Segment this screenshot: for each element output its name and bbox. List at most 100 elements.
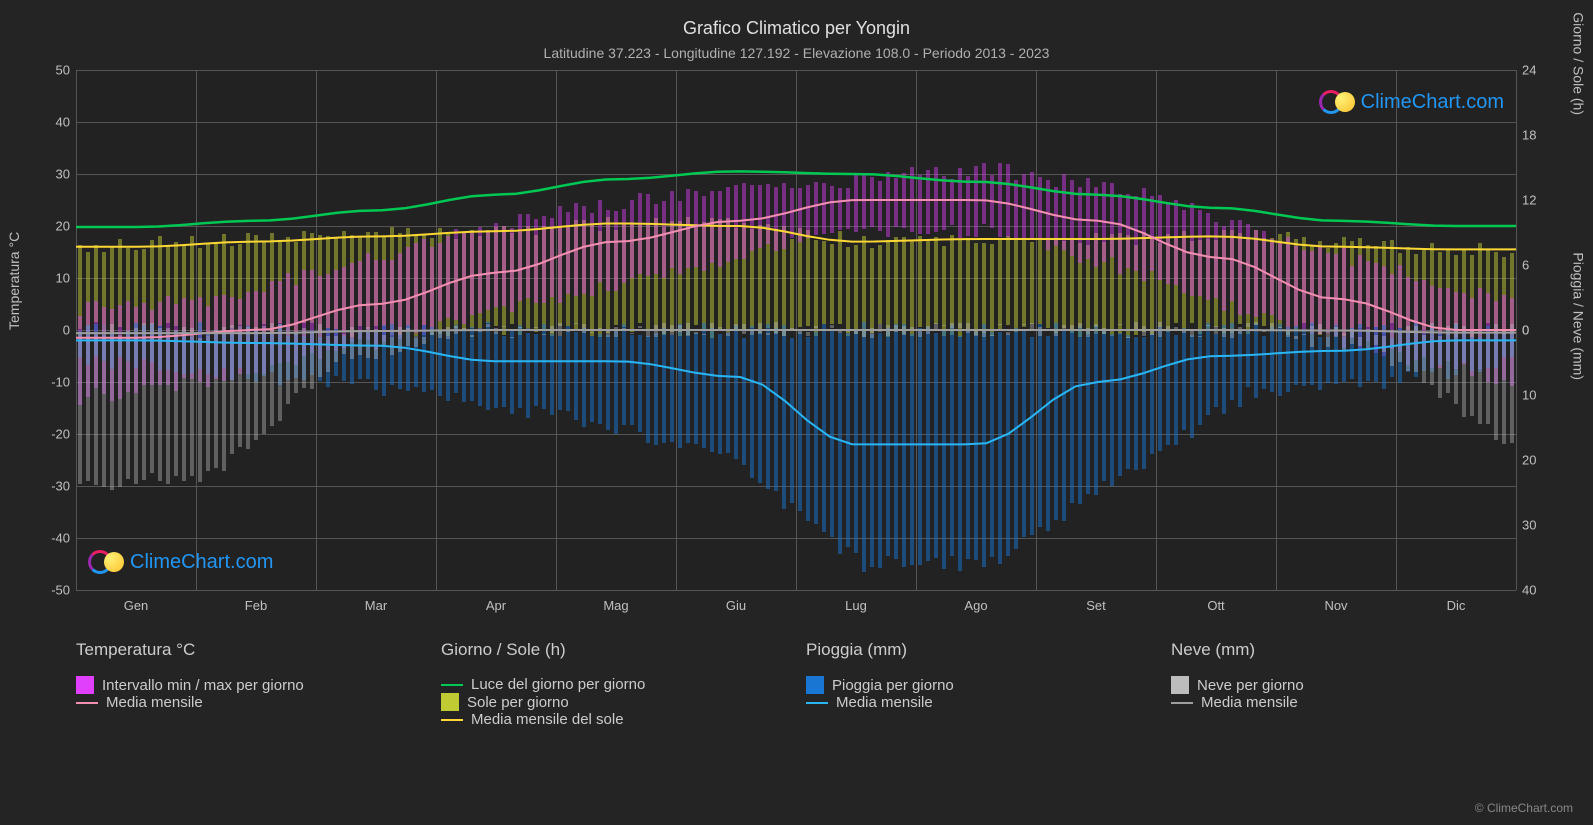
x-tick-month: Nov: [1324, 598, 1347, 613]
snow-daily-bar: [582, 324, 586, 332]
y-tick-left: -20: [34, 427, 70, 442]
y-tick-right-upper: 12: [1522, 193, 1552, 208]
gridline-vertical: [1516, 70, 1517, 590]
snow-daily-bar: [1118, 324, 1122, 325]
temp-range-bar: [1230, 220, 1234, 301]
temp-range-bar: [998, 163, 1002, 237]
y-axis-right-lower-label: Pioggia / Neve (mm): [1571, 252, 1587, 380]
snow-daily-bar: [1022, 324, 1026, 326]
rain-daily-bar: [678, 324, 682, 447]
snow-daily-bar: [846, 331, 850, 332]
snow-daily-bar: [174, 330, 178, 476]
snow-daily-bar: [606, 331, 610, 337]
temp-range-bar: [486, 231, 490, 309]
temp-range-bar: [1102, 182, 1106, 263]
temp-range-bar: [670, 191, 674, 268]
temp-range-bar: [1094, 187, 1098, 267]
temp-range-bar: [1022, 174, 1026, 238]
snow-daily-bar: [718, 327, 722, 331]
legend-label: Neve per giorno: [1197, 677, 1304, 694]
snow-daily-bar: [262, 326, 266, 435]
x-tick-month: Mar: [365, 598, 387, 613]
snow-daily-bar: [726, 332, 730, 335]
temp-range-bar: [414, 243, 418, 333]
snow-daily-bar: [1334, 327, 1338, 336]
snow-daily-bar: [574, 323, 578, 324]
snow-daily-bar: [334, 336, 338, 362]
rain-daily-bar: [1382, 325, 1386, 389]
temp-range-bar: [1038, 177, 1042, 240]
snow-daily-bar: [1302, 334, 1306, 335]
snow-daily-bar: [190, 328, 194, 476]
temp-range-bar: [614, 211, 618, 291]
snow-daily-bar: [1198, 336, 1202, 337]
snow-daily-bar: [134, 328, 138, 484]
snow-daily-bar: [1038, 327, 1042, 336]
snow-daily-bar: [494, 328, 498, 333]
x-tick-month: Set: [1086, 598, 1106, 613]
snow-daily-bar: [438, 331, 442, 337]
rain-daily-bar: [1134, 337, 1138, 470]
rain-daily-bar: [830, 330, 834, 537]
temp-range-bar: [1294, 246, 1298, 328]
temp-range-bar: [910, 167, 914, 232]
snow-daily-bar: [598, 328, 602, 331]
temp-range-bar: [990, 175, 994, 228]
rain-daily-bar: [1070, 329, 1074, 503]
gridline-horizontal: [76, 330, 1516, 331]
rain-daily-bar: [886, 328, 890, 557]
snow-daily-bar: [358, 330, 362, 355]
rain-daily-bar: [1150, 334, 1154, 453]
sun-daily-bar: [838, 231, 842, 324]
temp-range-bar: [958, 168, 962, 238]
temp-range-bar: [870, 177, 874, 227]
gridline-horizontal: [76, 382, 1516, 383]
y-tick-right-upper: 6: [1522, 258, 1552, 273]
rain-daily-bar: [774, 328, 778, 492]
rain-daily-bar: [966, 329, 970, 559]
snow-daily-bar: [326, 336, 330, 372]
logo-sun-icon: [104, 552, 124, 572]
x-tick-month: Gen: [124, 598, 149, 613]
temp-range-bar: [598, 200, 602, 282]
temp-range-bar: [630, 200, 634, 278]
rain-daily-bar: [534, 334, 538, 406]
snow-daily-bar: [454, 326, 458, 334]
legend-item: Media mensile: [1171, 694, 1516, 711]
temp-range-bar: [502, 226, 506, 306]
snow-daily-bar: [638, 326, 642, 328]
sun-daily-bar: [934, 237, 938, 324]
brand-logo-bottom: ClimeChart.com: [88, 550, 273, 574]
rain-daily-bar: [1294, 326, 1298, 386]
temp-range-bar: [1134, 196, 1138, 271]
temp-range-bar: [1142, 188, 1146, 280]
rain-daily-bar: [942, 330, 946, 569]
legend-header: Pioggia (mm): [806, 640, 1151, 660]
copyright-text: © ClimeChart.com: [1475, 801, 1573, 815]
rain-daily-bar: [734, 326, 738, 459]
y-tick-left: -50: [34, 583, 70, 598]
snow-daily-bar: [750, 330, 754, 335]
temp-range-bar: [1118, 194, 1122, 274]
temp-range-bar: [1246, 224, 1250, 314]
rain-daily-bar: [1278, 324, 1282, 396]
rain-daily-bar: [1182, 328, 1186, 429]
brand-text: ClimeChart.com: [1361, 91, 1504, 114]
sun-daily-bar: [878, 245, 882, 325]
snow-daily-bar: [686, 323, 690, 337]
snow-daily-bar: [1350, 329, 1354, 344]
y-tick-right-upper: 18: [1522, 128, 1552, 143]
snow-daily-bar: [950, 323, 954, 328]
temp-range-bar: [758, 185, 762, 248]
rain-daily-bar: [702, 323, 706, 448]
temp-range-bar: [838, 188, 842, 230]
sun-daily-bar: [790, 239, 794, 331]
temp-range-bar: [1174, 200, 1178, 285]
temp-range-bar: [798, 188, 802, 241]
temp-range-bar: [550, 218, 554, 297]
sun-daily-bar: [894, 237, 898, 330]
gridline-horizontal: [76, 70, 1516, 71]
rain-daily-bar: [758, 331, 762, 483]
temp-range-bar: [1110, 183, 1114, 257]
legend: Temperatura °C Intervallo min / max per …: [76, 640, 1516, 728]
